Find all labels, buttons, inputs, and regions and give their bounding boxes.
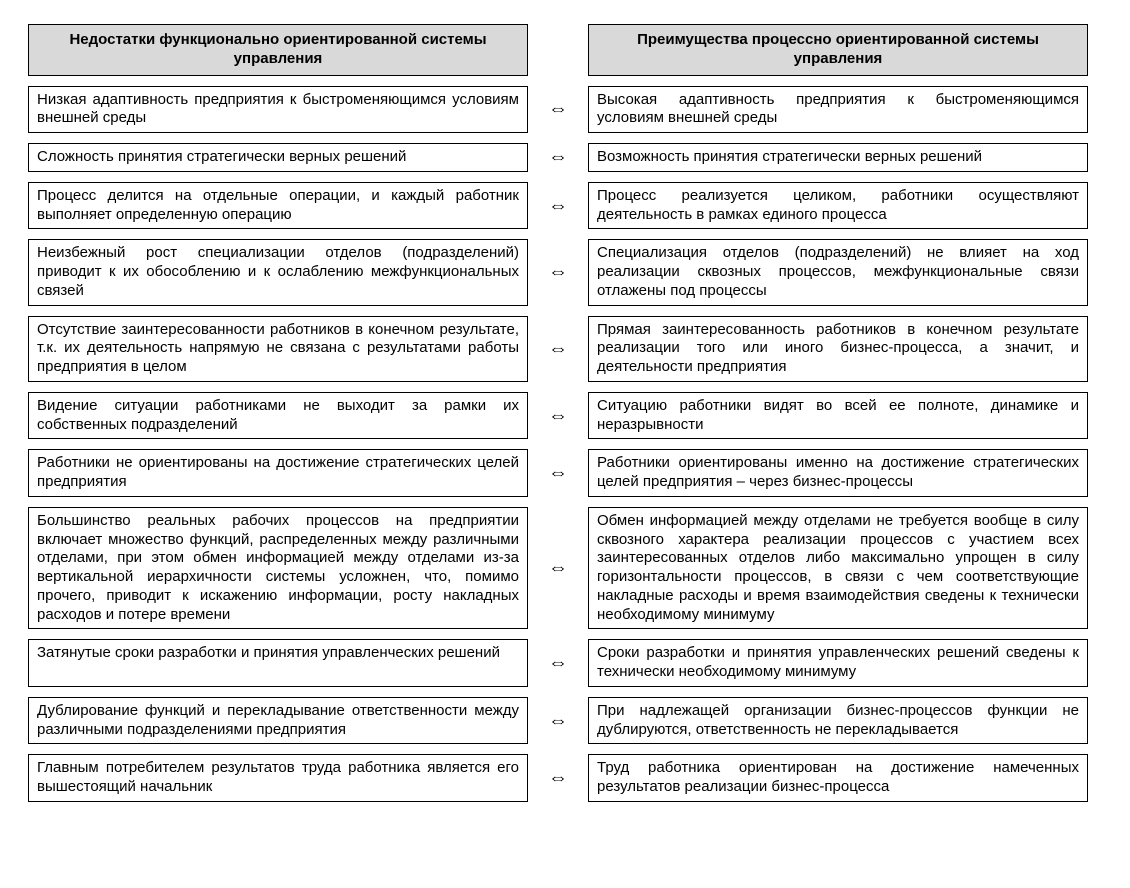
comparison-row: Сложность принятия стратегически верных … [28, 143, 1102, 172]
disadvantage-cell: Затянутые сроки разработки и принятия уп… [28, 639, 528, 687]
disadvantage-cell: Главным потребителем результатов труда р… [28, 754, 528, 802]
advantage-cell: Специализация отделов (подразделений) не… [588, 239, 1088, 305]
comparison-row: Видение ситуации работниками не выходит … [28, 392, 1102, 440]
advantage-cell: При надлежащей организации бизнес-процес… [588, 697, 1088, 745]
comparison-row: Отсутствие заинтересованности работников… [28, 316, 1102, 382]
advantage-cell: Труд работника ориентирован на достижени… [588, 754, 1088, 802]
advantage-cell: Работники ориентированы именно на достиж… [588, 449, 1088, 497]
header-right: Преимущества процессно ориентированной с… [588, 24, 1088, 76]
advantage-cell: Высокая адаптивность предприятия к быстр… [588, 86, 1088, 134]
disadvantage-cell: Дублирование функций и перекладывание от… [28, 697, 528, 745]
disadvantage-cell: Отсутствие заинтересованности работников… [28, 316, 528, 382]
double-arrow-icon: ⇔ [528, 239, 588, 305]
disadvantage-cell: Низкая адаптивность предприятия к быстро… [28, 86, 528, 134]
comparison-row: Большинство реальных рабочих процессов н… [28, 507, 1102, 630]
double-arrow-icon: ⇔ [528, 86, 588, 134]
double-arrow-icon: ⇔ [528, 639, 588, 687]
double-arrow-icon: ⇔ [528, 143, 588, 172]
disadvantage-cell: Работники не ориентированы на достижение… [28, 449, 528, 497]
double-arrow-icon: ⇔ [528, 754, 588, 802]
advantage-cell: Возможность принятия стратегически верны… [588, 143, 1088, 172]
double-arrow-icon: ⇔ [528, 449, 588, 497]
comparison-row: Дублирование функций и перекладывание от… [28, 697, 1102, 745]
comparison-row: Неизбежный рост специализации отделов (п… [28, 239, 1102, 305]
disadvantage-cell: Процесс делится на отдельные операции, и… [28, 182, 528, 230]
disadvantage-cell: Большинство реальных рабочих процессов н… [28, 507, 528, 630]
disadvantage-cell: Видение ситуации работниками не выходит … [28, 392, 528, 440]
header-left: Недостатки функционально ориентированной… [28, 24, 528, 76]
comparison-row: Работники не ориентированы на достижение… [28, 449, 1102, 497]
advantage-cell: Процесс реализуется целиком, работники о… [588, 182, 1088, 230]
disadvantage-cell: Неизбежный рост специализации отделов (п… [28, 239, 528, 305]
comparison-row: Главным потребителем результатов труда р… [28, 754, 1102, 802]
advantage-cell: Ситуацию работники видят во всей ее полн… [588, 392, 1088, 440]
double-arrow-icon: ⇔ [528, 507, 588, 630]
comparison-row: Низкая адаптивность предприятия к быстро… [28, 86, 1102, 134]
comparison-row: Затянутые сроки разработки и принятия уп… [28, 639, 1102, 687]
double-arrow-icon: ⇔ [528, 392, 588, 440]
comparison-row: Процесс делится на отдельные операции, и… [28, 182, 1102, 230]
advantage-cell: Обмен информацией между отделами не треб… [588, 507, 1088, 630]
advantage-cell: Прямая заинтересованность работников в к… [588, 316, 1088, 382]
header-gap [528, 24, 588, 76]
double-arrow-icon: ⇔ [528, 182, 588, 230]
double-arrow-icon: ⇔ [528, 316, 588, 382]
comparison-table: Недостатки функционально ориентированной… [28, 24, 1102, 802]
double-arrow-icon: ⇔ [528, 697, 588, 745]
header-row: Недостатки функционально ориентированной… [28, 24, 1102, 76]
disadvantage-cell: Сложность принятия стратегически верных … [28, 143, 528, 172]
advantage-cell: Сроки разработки и принятия управленческ… [588, 639, 1088, 687]
